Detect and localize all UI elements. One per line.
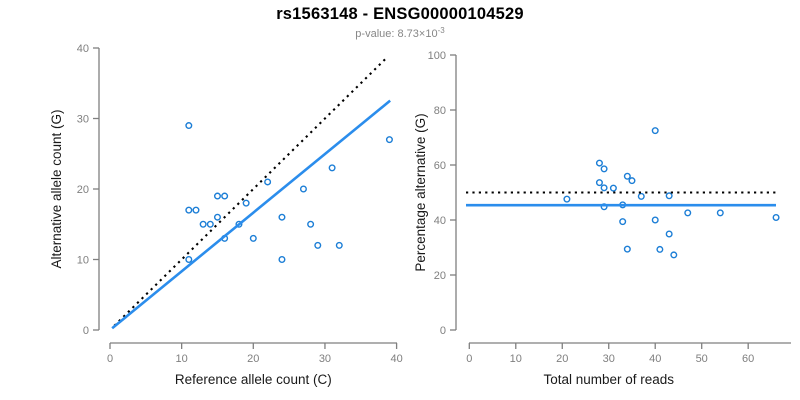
x-tick-label: 30 — [603, 353, 615, 365]
data-point — [619, 218, 627, 226]
data-point — [595, 159, 603, 167]
data-point — [665, 230, 673, 238]
x-axis-label: Reference allele count (C) — [175, 372, 332, 387]
y-tick-label: 40 — [434, 215, 446, 227]
data-point — [185, 206, 193, 214]
data-point — [563, 195, 571, 203]
data-point — [328, 164, 336, 172]
y-tick-label: 0 — [440, 325, 446, 337]
figure-title: rs1563148 - ENSG00000104529 — [276, 5, 524, 23]
figure-subtitle: p-value: 8.73×10-3 — [0, 26, 800, 40]
pvalue-exponent: -3 — [437, 26, 445, 35]
data-point — [600, 184, 608, 192]
y-tick-label: 0 — [83, 325, 89, 337]
y-tick-label: 10 — [77, 255, 89, 267]
pvalue-text: p-value: 8.73×10 — [355, 28, 438, 40]
data-point — [221, 192, 229, 200]
data-point — [192, 206, 200, 214]
data-point — [278, 213, 286, 221]
x-tick-label: 60 — [742, 353, 754, 365]
data-point — [716, 209, 724, 217]
x-tick-label: 0 — [466, 353, 472, 365]
data-point — [772, 214, 780, 222]
data-point — [623, 245, 631, 253]
data-point — [185, 122, 193, 130]
identity-line — [113, 56, 389, 327]
data-point — [335, 241, 343, 249]
data-point — [595, 179, 603, 187]
data-point — [637, 192, 645, 200]
data-point — [185, 256, 193, 264]
data-point — [249, 234, 257, 242]
data-point — [299, 185, 307, 193]
left-scatter-plot: 0 10 20 30 40 0 10 20 30 40 Reference allele count… — [49, 43, 403, 387]
x-tick-label: 30 — [319, 353, 331, 365]
y-tick-label: 100 — [428, 50, 446, 62]
data-point — [314, 241, 322, 249]
data-point — [600, 165, 608, 173]
y-axis-label: Percentage alternative (G) — [413, 113, 428, 271]
data-point — [670, 251, 678, 259]
data-point — [385, 136, 393, 144]
data-point — [651, 216, 659, 224]
data-point — [242, 199, 250, 207]
y-tick-label: 30 — [77, 114, 89, 126]
data-point — [609, 184, 617, 192]
y-tick-label: 20 — [77, 184, 89, 196]
data-point — [206, 220, 214, 228]
y-tick-label: 80 — [434, 105, 446, 117]
right-scatter-plot: 0 20 40 60 80 100 0 10 20 30 40 50 60 Total number of… — [413, 50, 791, 387]
x-tick-label: 20 — [556, 353, 568, 365]
x-tick-label: 40 — [649, 353, 661, 365]
data-point — [623, 172, 631, 180]
fit-line — [111, 99, 391, 330]
y-tick-label: 40 — [77, 43, 89, 55]
data-point — [278, 256, 286, 264]
data-point — [651, 127, 659, 135]
x-tick-label: 10 — [510, 353, 522, 365]
x-tick-label: 40 — [390, 353, 402, 365]
data-point — [213, 213, 221, 221]
x-tick-label: 50 — [696, 353, 708, 365]
data-point — [213, 192, 221, 200]
data-point — [199, 220, 207, 228]
x-tick-label: 10 — [176, 353, 188, 365]
y-axis-label: Alternative allele count (G) — [49, 109, 64, 268]
data-point — [665, 192, 673, 200]
y-tick-label: 60 — [434, 160, 446, 172]
x-tick-label: 20 — [247, 353, 259, 365]
y-tick-label: 20 — [434, 270, 446, 282]
data-point — [235, 220, 243, 228]
data-point — [264, 178, 272, 186]
data-point — [656, 245, 664, 253]
x-axis-label: Total number of reads — [543, 372, 674, 387]
data-point — [307, 220, 315, 228]
x-tick-label: 0 — [107, 353, 113, 365]
data-point — [684, 209, 692, 217]
data-point — [628, 177, 636, 185]
